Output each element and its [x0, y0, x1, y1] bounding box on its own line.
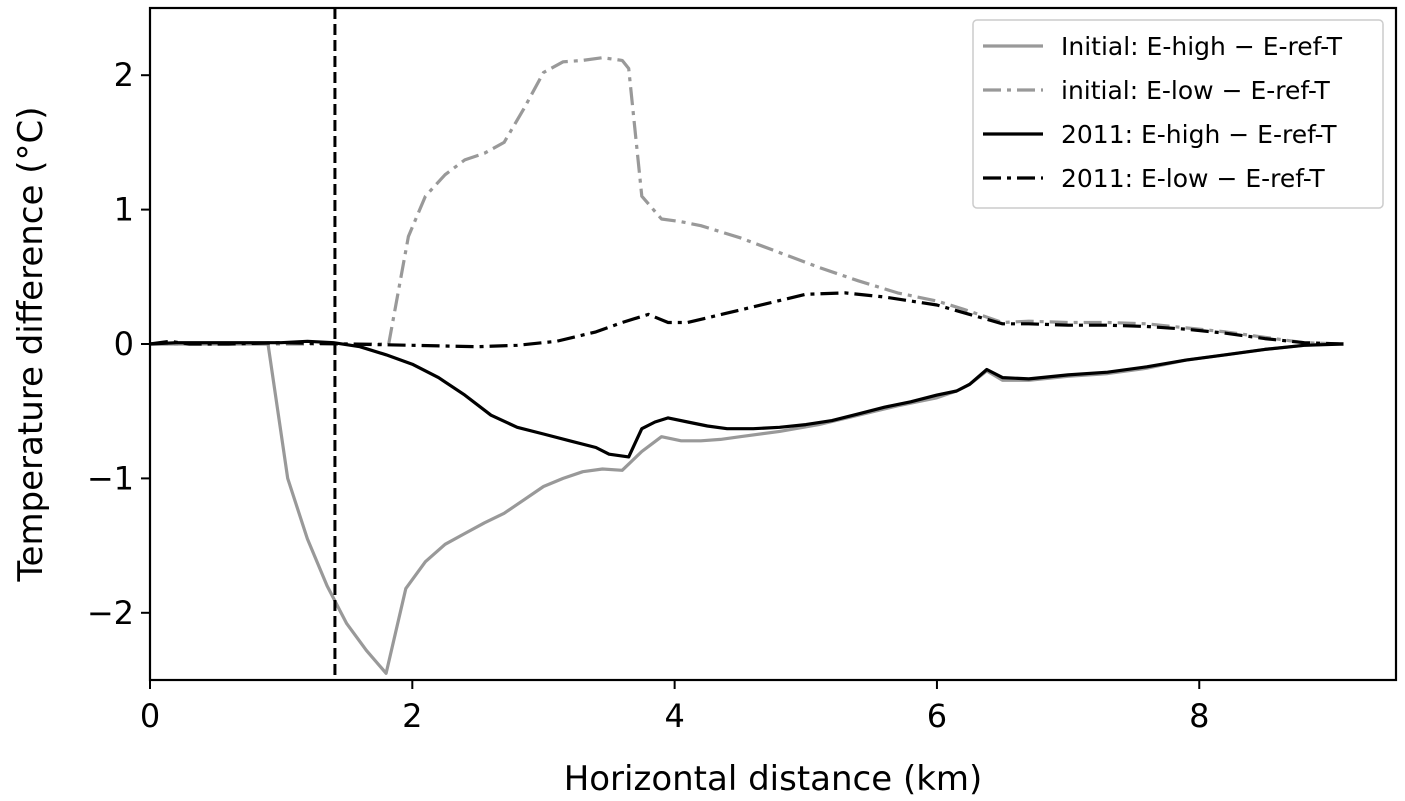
- legend-box: [972, 19, 1384, 209]
- legend-label: 2011: E-low − E-ref-T: [1061, 164, 1325, 193]
- y-tick-label: 0: [114, 325, 134, 363]
- series-line-1: [150, 342, 1344, 675]
- x-axis-ticks: 0 2 4 6 8: [140, 680, 1209, 735]
- legend-label: Initial: E-high − E-ref-T: [1061, 32, 1343, 61]
- y-tick-label: −2: [87, 594, 134, 632]
- x-axis-label: Horizontal distance (km): [564, 759, 983, 799]
- y-tick-label: 2: [114, 56, 134, 94]
- x-tick-label: 8: [1189, 697, 1209, 735]
- y-axis-label: Temperature difference (°C): [11, 107, 51, 583]
- y-axis-ticks: −2 −1 0 1 2: [87, 56, 150, 632]
- legend-label: initial: E-low − E-ref-T: [1061, 76, 1331, 105]
- legend: Initial: E-high − E-ref-T initial: E-low …: [972, 19, 1384, 209]
- x-tick-label: 6: [927, 697, 947, 735]
- x-tick-label: 4: [664, 697, 684, 735]
- y-tick-label: −1: [87, 459, 134, 497]
- series-line-4: [149, 291, 1344, 349]
- x-tick-label: 2: [402, 697, 422, 735]
- series-line-3: [149, 339, 1344, 459]
- series-lines: [149, 56, 1344, 675]
- series-line-2: [150, 56, 1344, 346]
- legend-label: 2011: E-high − E-ref-T: [1061, 120, 1337, 149]
- y-tick-label: 1: [114, 191, 134, 229]
- x-tick-label: 0: [140, 697, 160, 735]
